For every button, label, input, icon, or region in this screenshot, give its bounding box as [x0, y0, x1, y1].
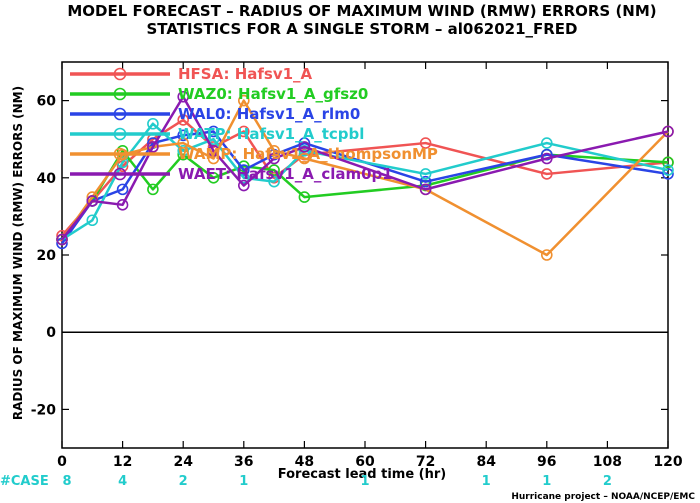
series-point [268, 144, 280, 157]
legend-swatch-marker [113, 147, 127, 161]
series-line [61, 122, 669, 241]
x-tick-label: 60 [355, 454, 375, 470]
series-point [419, 168, 432, 180]
series-point [147, 141, 159, 153]
x-tick-label: 72 [416, 454, 435, 470]
plot-frame [61, 61, 669, 449]
case-count: 1 [239, 474, 248, 489]
series-point [177, 90, 189, 103]
legend: HFSA: Hafsv1_A WAZ0: Hafsv1_A_gfsz0 WAL0: … [70, 65, 438, 183]
x-tick-label: 12 [113, 454, 132, 470]
series-point [177, 137, 189, 149]
series-point [207, 152, 220, 165]
x-tick-label: 36 [234, 454, 253, 470]
x-tick-label: 120 [653, 454, 682, 470]
series-point [540, 249, 553, 261]
series-point [86, 214, 99, 227]
series-point [662, 164, 674, 176]
x-tick-label: 48 [295, 454, 314, 470]
series-point [147, 117, 159, 130]
series-point [56, 233, 68, 246]
case-count: 1 [542, 474, 551, 489]
legend-label: WAMP: Hafsv1_A_thompsonMP [178, 145, 438, 163]
legend-swatch-marker [113, 107, 127, 121]
series-point [419, 175, 432, 188]
y-tick-label: 0 [46, 325, 56, 341]
series-point [238, 172, 250, 184]
series-point [419, 183, 432, 196]
plot-area: 0 12 24 36 48 60 72 84 96 108 120 -20 0 20 40 60 [31, 61, 683, 470]
series-point [207, 144, 220, 157]
legend-label: WAET: Hafsv1_A_clam0p1 [178, 165, 393, 183]
case-counts: 8 4 2 1 1 1 1 2 [62, 474, 611, 489]
y-tick-label: -20 [31, 402, 57, 418]
x-tick-label: 84 [476, 454, 496, 470]
case-count: 1 [482, 474, 491, 489]
x-tick-label: 96 [537, 454, 556, 470]
y-tick-label: 40 [37, 171, 57, 187]
case-count: 4 [118, 474, 127, 489]
series-point [177, 114, 189, 126]
series-point [147, 183, 159, 196]
series-point [540, 152, 553, 165]
series-point [268, 175, 280, 188]
x-axis-label: Forecast lead time (hr) [278, 467, 446, 482]
series-point [298, 141, 311, 153]
series-point [86, 195, 99, 207]
series-point [207, 133, 220, 145]
legend-swatch-marker [113, 67, 127, 81]
series-line [60, 99, 669, 257]
case-count: 2 [603, 474, 612, 489]
series-point [116, 199, 129, 211]
series-point [238, 125, 250, 138]
series-point [207, 125, 220, 138]
legend-label: WAL0: Hafsv1_A_rlm0 [178, 105, 360, 123]
case-label: #CASE [0, 474, 49, 489]
x-tick-label: 24 [173, 454, 193, 470]
series-point [116, 183, 129, 196]
series-point [268, 164, 280, 176]
y-tick-label: 60 [37, 94, 57, 110]
case-count: 2 [179, 474, 188, 489]
x-tick-label: 108 [593, 454, 622, 470]
series-point [540, 168, 553, 180]
series-point [419, 137, 432, 149]
series-point [662, 125, 674, 138]
x-tick-label: 0 [57, 454, 67, 470]
case-count: 8 [62, 474, 71, 489]
chart-subtitle: STATISTICS FOR A SINGLE STORM – al062021… [146, 20, 577, 38]
series-point [268, 152, 280, 165]
y-tick-label: 20 [37, 248, 57, 264]
series-point [177, 129, 189, 142]
series-point [238, 94, 250, 107]
footer-credit: Hurricane project – NOAA/NCEP/EMC [511, 492, 695, 502]
series-point [662, 156, 674, 169]
legend-swatch-marker [113, 87, 127, 101]
y-axis-label: RADIUS OF MAXIMUM WIND (RMW) ERRORS (NM) [11, 86, 25, 420]
legend-label: WAZ0: Hafsv1_A_gfsz0 [178, 85, 368, 103]
series-point [238, 179, 250, 192]
legend-swatch-marker [113, 127, 127, 141]
legend-label: WATP: Hafsv1_A_tcpbl [178, 125, 364, 143]
series-point [298, 191, 311, 203]
series-point [298, 152, 311, 165]
chart-title: MODEL FORECAST – RADIUS OF MAXIMUM WIND … [67, 2, 656, 20]
series-point [207, 172, 220, 184]
legend-swatch-marker [113, 167, 127, 181]
legend-label: HFSA: Hafsv1_A [178, 65, 313, 83]
case-count: 1 [360, 474, 369, 489]
series-point [177, 144, 189, 157]
series-point [540, 137, 553, 149]
